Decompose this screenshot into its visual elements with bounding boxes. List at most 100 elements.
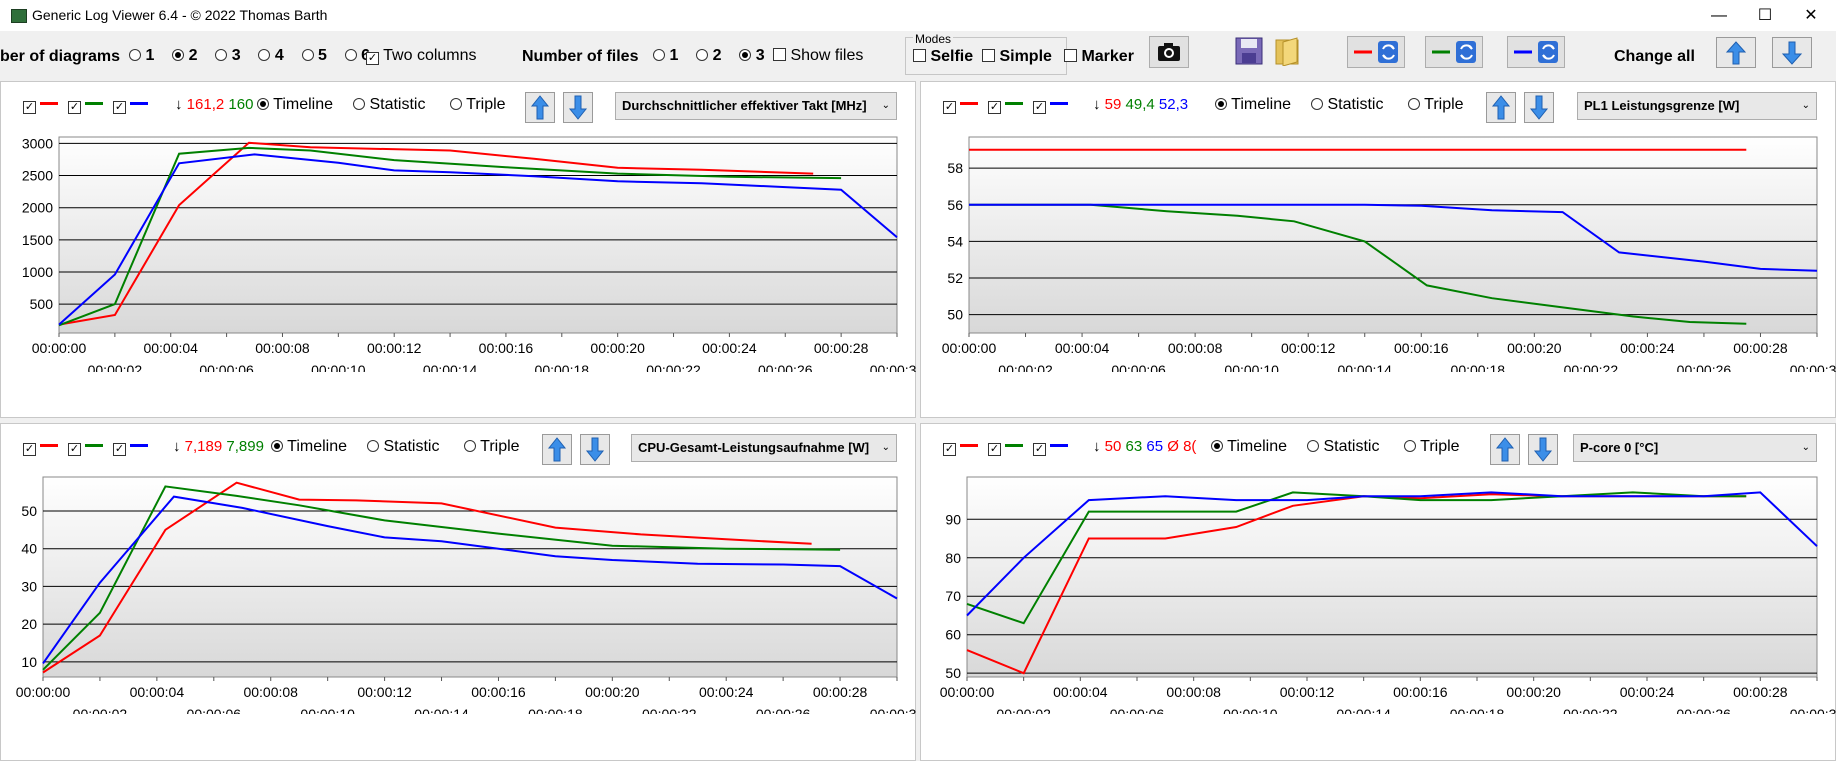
- swap-red-button[interactable]: [1347, 36, 1405, 68]
- sensor-select[interactable]: Durchschnittlicher effektiver Takt [MHz]…: [615, 92, 897, 120]
- diagram-option-2[interactable]: 2: [172, 47, 198, 64]
- series-line-red: [42, 481, 812, 674]
- panel-up-button[interactable]: [1486, 92, 1516, 123]
- show-files-checkbox[interactable]: Show files: [773, 47, 863, 65]
- arrow-down-icon: [585, 437, 605, 462]
- min-readout: ↓ 161,2 160: [175, 96, 253, 113]
- series-toggle-blue[interactable]: ✓: [113, 96, 149, 114]
- x-tick-label: 00:00:24: [1620, 684, 1675, 700]
- file-option-3[interactable]: 3: [739, 47, 765, 64]
- x-tick-label: 00:00:26: [758, 362, 813, 372]
- diagram-option-1[interactable]: 1: [129, 47, 154, 64]
- open-folder-button[interactable]: [1275, 36, 1301, 67]
- series-toggle-green[interactable]: ✓: [988, 96, 1024, 114]
- file-option-1[interactable]: 1: [653, 47, 678, 64]
- panel-down-button[interactable]: [1528, 434, 1558, 465]
- series-toggle-green[interactable]: ✓: [68, 438, 104, 456]
- arrow-down-icon: [568, 95, 588, 120]
- sensor-select[interactable]: CPU-Gesamt-Leistungsaufnahme [W] ⌄: [631, 434, 897, 462]
- mode-timeline-radio[interactable]: Timeline: [271, 438, 347, 456]
- series-toggle-blue[interactable]: ✓: [1033, 438, 1069, 456]
- panel-down-button[interactable]: [1524, 92, 1554, 123]
- readout-blue: 52,3: [1158, 96, 1189, 113]
- series-checkbox-blue[interactable]: ✓: [1033, 443, 1046, 456]
- series-checkbox-red[interactable]: ✓: [23, 443, 36, 456]
- mode-triple-radio[interactable]: Triple: [1404, 438, 1460, 456]
- swap-green-icon: [1432, 41, 1476, 63]
- series-checkbox-blue[interactable]: ✓: [1033, 101, 1046, 114]
- x-tick-label: 00:00:18: [1451, 362, 1506, 372]
- camera-button[interactable]: [1149, 36, 1189, 68]
- diagram-option-3[interactable]: 3: [215, 47, 241, 64]
- series-checkbox-red[interactable]: ✓: [23, 101, 36, 114]
- chart-panel-clock: ✓ ✓ ✓ ↓ 161,2 160 Timeline Statistic Tri…: [0, 81, 917, 418]
- readout-green: 63: [1125, 438, 1143, 455]
- y-tick-label: 56: [947, 197, 963, 213]
- swap-blue-button[interactable]: [1507, 36, 1565, 68]
- series-toggle-green[interactable]: ✓: [988, 438, 1024, 456]
- panel-down-button[interactable]: [580, 434, 610, 465]
- mode-triple-radio[interactable]: Triple: [464, 438, 520, 456]
- diagram-option-6[interactable]: 6: [344, 47, 370, 64]
- plot-area[interactable]: [58, 136, 898, 334]
- series-toggle-blue[interactable]: ✓: [113, 438, 149, 456]
- series-checkbox-green[interactable]: ✓: [68, 101, 81, 114]
- simple-checkbox[interactable]: Simple: [982, 48, 1052, 66]
- series-checkbox-green[interactable]: ✓: [988, 443, 1001, 456]
- mode-statistic-radio[interactable]: Statistic: [367, 438, 439, 456]
- chevron-down-icon: ⌄: [881, 100, 890, 111]
- sensor-select[interactable]: PL1 Leistungsgrenze [W] ⌄: [1577, 92, 1817, 120]
- diagram-option-4[interactable]: 4: [258, 47, 284, 64]
- series-toggle-blue[interactable]: ✓: [1033, 96, 1069, 114]
- sensor-select-value: CPU-Gesamt-Leistungsaufnahme [W]: [638, 440, 870, 455]
- series-toggle-red[interactable]: ✓: [943, 438, 979, 456]
- panel-up-button[interactable]: [525, 92, 555, 123]
- sensor-select[interactable]: P-core 0 [°C] ⌄: [1573, 434, 1817, 462]
- two-columns-checkbox[interactable]: ✓ Two columns: [366, 47, 477, 65]
- selfie-checkbox[interactable]: Selfie: [913, 48, 973, 66]
- series-toggle-red[interactable]: ✓: [23, 438, 59, 456]
- sensor-select-value: Durchschnittlicher effektiver Takt [MHz]: [622, 98, 867, 113]
- series-checkbox-red[interactable]: ✓: [943, 443, 956, 456]
- plot-area[interactable]: [968, 136, 1818, 334]
- plot-area[interactable]: [966, 476, 1818, 678]
- file-option-2[interactable]: 2: [696, 47, 722, 64]
- change-all-up-button[interactable]: [1716, 37, 1756, 68]
- x-tick-label: 00:00:10: [1224, 362, 1279, 372]
- x-tick-label: 00:00:02: [73, 706, 128, 714]
- x-tick-label: 00:00:20: [1507, 340, 1562, 356]
- marker-checkbox[interactable]: Marker: [1064, 48, 1134, 66]
- series-toggle-red[interactable]: ✓: [943, 96, 979, 114]
- mode-timeline-radio[interactable]: Timeline: [1211, 438, 1287, 456]
- mode-statistic-radio[interactable]: Statistic: [1307, 438, 1379, 456]
- series-checkbox-red[interactable]: ✓: [943, 101, 956, 114]
- change-all-down-button[interactable]: [1772, 37, 1812, 68]
- mode-timeline-radio[interactable]: Timeline: [1215, 96, 1291, 114]
- swap-green-button[interactable]: [1425, 36, 1483, 68]
- mode-triple-radio[interactable]: Triple: [450, 96, 506, 114]
- modes-label: Modes: [913, 32, 954, 46]
- series-toggle-red[interactable]: ✓: [23, 96, 59, 114]
- series-swatch-red: [40, 102, 59, 105]
- x-tick-label: 00:00:28: [1733, 340, 1788, 356]
- series-checkbox-green[interactable]: ✓: [988, 101, 1001, 114]
- save-button[interactable]: [1235, 36, 1263, 66]
- panel-up-button[interactable]: [1490, 434, 1520, 465]
- plot-area[interactable]: [42, 476, 898, 678]
- panel-up-button[interactable]: [542, 434, 572, 465]
- mode-timeline-radio[interactable]: Timeline: [257, 96, 333, 114]
- close-button[interactable]: ✕: [1804, 7, 1818, 24]
- x-tick-label: 00:00:00: [16, 684, 71, 700]
- series-checkbox-green[interactable]: ✓: [68, 443, 81, 456]
- diagram-option-5[interactable]: 5: [301, 47, 327, 64]
- chart-panel-pcore: ✓ ✓ ✓ ↓ 50 63 65 Ø 8( Timeline Statistic…: [920, 423, 1836, 761]
- series-checkbox-blue[interactable]: ✓: [113, 101, 126, 114]
- panel-down-button[interactable]: [563, 92, 593, 123]
- mode-statistic-radio[interactable]: Statistic: [1311, 96, 1383, 114]
- series-toggle-green[interactable]: ✓: [68, 96, 104, 114]
- mode-triple-radio[interactable]: Triple: [1408, 96, 1464, 114]
- series-checkbox-blue[interactable]: ✓: [113, 443, 126, 456]
- mode-statistic-radio[interactable]: Statistic: [353, 96, 425, 114]
- maximize-button[interactable]: ☐: [1757, 7, 1773, 24]
- minimize-button[interactable]: —: [1711, 7, 1727, 24]
